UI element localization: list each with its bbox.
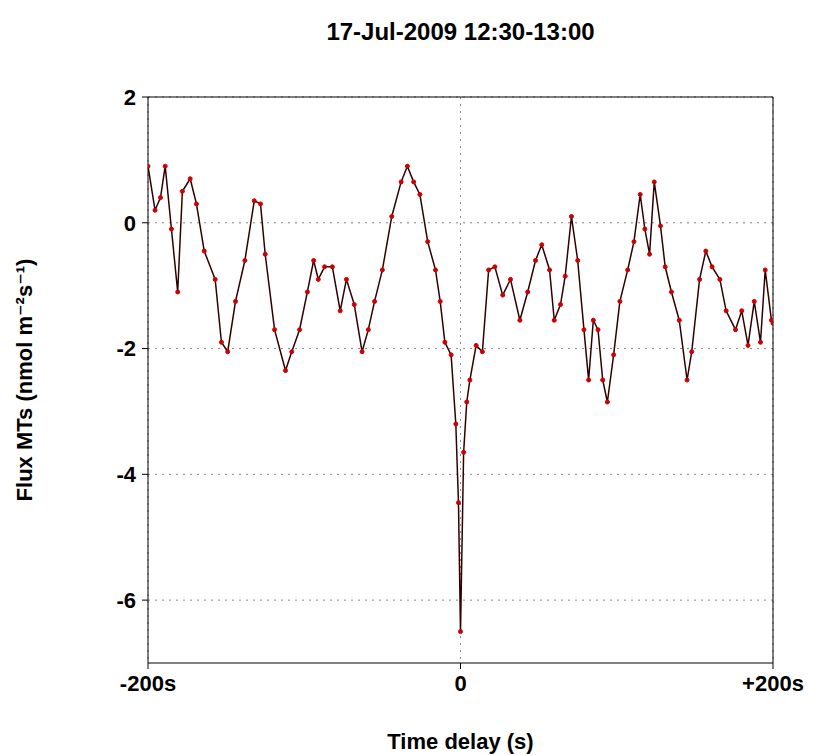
svg-text:0: 0	[454, 671, 466, 696]
svg-text:Flux MTs (nmol m⁻²s⁻¹): Flux MTs (nmol m⁻²s⁻¹)	[12, 259, 37, 502]
svg-text:2: 2	[124, 85, 136, 110]
svg-text:Time delay (s): Time delay (s)	[387, 729, 533, 754]
svg-text:-6: -6	[116, 588, 136, 613]
svg-text:-2: -2	[116, 336, 136, 361]
svg-text:+200s: +200s	[742, 671, 804, 696]
svg-text:-200s: -200s	[120, 671, 176, 696]
html-text:17-Jul-2009 12:30-13:00: 17-Jul-2009 12:30-13:00	[326, 18, 595, 45]
svg-text:0: 0	[124, 211, 136, 236]
svg-text:-4: -4	[116, 462, 136, 487]
